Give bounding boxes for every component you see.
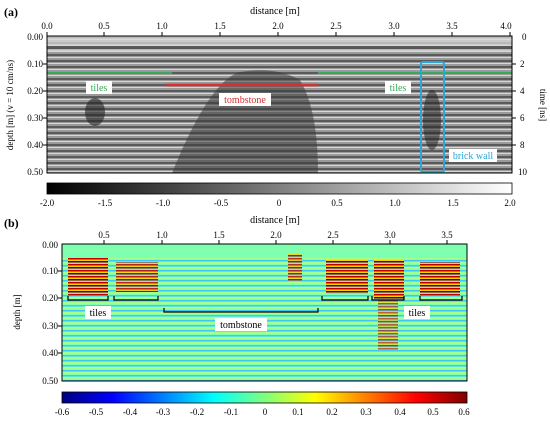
panel-a-left-tick: 0.50 xyxy=(27,167,43,177)
panel-a-top-tick: 0.0 xyxy=(41,21,53,31)
panel-a-tiles-label-left: tiles xyxy=(91,83,108,94)
panel-b: (b) distance [m] tiles tombstone tiles xyxy=(4,215,470,417)
panel-b-tile-reflection xyxy=(326,260,368,294)
panel-b-top-tick: 2.5 xyxy=(327,230,339,240)
panel-b-left-tick: 0.50 xyxy=(42,376,58,386)
panel-a-right-tick: 10 xyxy=(518,167,528,177)
panel-b-colorbar-tick: 0.1 xyxy=(292,407,303,417)
panel-b-tile-reflection xyxy=(374,260,404,300)
panel-a-tombstone-reflection xyxy=(172,70,318,173)
panel-a-top-tick: 3.0 xyxy=(388,21,400,31)
panel-b-left-tick: 0.30 xyxy=(42,321,58,331)
panel-b-left-tick: 0.40 xyxy=(42,348,58,358)
panel-b-top-tick: 0.5 xyxy=(98,230,110,240)
panel-b-colorbar xyxy=(61,391,468,404)
panel-a-colorbar-tick: -0.5 xyxy=(214,198,229,208)
panel-a-top-axis-title: distance [m] xyxy=(250,6,300,17)
panel-a-right-tick: 0 xyxy=(522,32,527,42)
panel-a-top-tick: 4.0 xyxy=(500,21,512,31)
panel-b-colorbar-ticks: -0.6 -0.5 -0.4 -0.3 -0.2 -0.1 0 0.1 0.2 … xyxy=(55,407,470,417)
panel-a-colorbar-tick: 0.5 xyxy=(331,198,343,208)
panel-a-colorbar-tick: 1.5 xyxy=(447,198,459,208)
panel-a-tile-hyperbola xyxy=(85,98,105,126)
panel-a-colorbar-tick: -1.0 xyxy=(156,198,171,208)
panel-a-surface-band xyxy=(47,36,512,52)
panel-b-colorbar-tick: -0.1 xyxy=(224,407,238,417)
panel-a-right-axis-title: time [ns] xyxy=(538,89,548,121)
panel-b-top-tick: 1.0 xyxy=(156,230,168,240)
panel-a-colorbar xyxy=(46,182,513,195)
panel-a-tombstone-label: tombstone xyxy=(224,95,266,106)
panel-b-label: (b) xyxy=(4,216,19,230)
panel-b-tile-reflection xyxy=(420,262,460,296)
panel-a-brick-wall-label: brick wall xyxy=(453,151,493,162)
panel-b-tiles-label-right: tiles xyxy=(409,308,426,319)
panel-a-left-tick: 0.00 xyxy=(27,32,43,42)
panel-b-top-axis-title: distance [m] xyxy=(250,215,300,226)
panel-a-top-tick: 1.5 xyxy=(214,21,226,31)
panel-b-brackets xyxy=(67,296,463,313)
panel-b-top-tick: 3.0 xyxy=(384,230,396,240)
panel-b-colorbar-tick: -0.3 xyxy=(156,407,171,417)
panel-a-colorbar-tick: 2.0 xyxy=(504,198,516,208)
panel-b-tile-reflection xyxy=(68,258,108,296)
panel-b-colorbar-tick: 0.4 xyxy=(394,407,406,417)
panel-a-top-tick: 1.0 xyxy=(156,21,168,31)
panel-b-colorbar-tick: -0.6 xyxy=(55,407,70,417)
panel-b-colorbar-tick: 0.2 xyxy=(326,407,337,417)
panel-a-left-axis-title: depth [m] (v = 10 cm/ns) xyxy=(5,60,15,150)
panel-a: (a) distance [m] tiles tombstone tiles b… xyxy=(4,5,548,208)
panel-a-frame xyxy=(46,35,513,174)
panel-a-left-ticks: 0.00 0.10 0.20 0.30 0.40 0.50 xyxy=(27,32,47,177)
panel-b-tiles-label-left: tiles xyxy=(90,308,107,319)
panel-a-top-tick: 2.0 xyxy=(272,21,284,31)
panel-a-left-tick: 0.20 xyxy=(27,86,43,96)
panel-a-left-tick: 0.10 xyxy=(27,59,43,69)
panel-a-right-tick: 8 xyxy=(520,140,525,150)
panel-a-right-tick: 4 xyxy=(520,86,525,96)
panel-a-right-tick: 2 xyxy=(520,59,525,69)
panel-b-left-tick: 0.20 xyxy=(42,293,58,303)
panel-a-right-tick: 6 xyxy=(520,113,525,123)
panel-b-left-ticks: 0.00 0.10 0.20 0.30 0.40 0.50 xyxy=(42,240,62,386)
panel-b-colorbar-tick: 0.6 xyxy=(458,407,470,417)
panel-a-right-ticks: 0 2 4 6 8 10 xyxy=(512,32,528,177)
panel-a-colorbar-ticks: -2.0 -1.5 -1.0 -0.5 0 0.5 1.0 1.5 2.0 xyxy=(40,198,516,208)
panel-b-tombstone-label: tombstone xyxy=(220,320,262,331)
panel-b-frame xyxy=(61,243,468,382)
panel-b-colorbar-tick: -0.5 xyxy=(89,407,104,417)
panel-a-label: (a) xyxy=(4,5,18,19)
panel-b-left-tick: 0.00 xyxy=(42,240,58,250)
panel-a-left-tick: 0.30 xyxy=(27,113,43,123)
panel-a-colorbar-tick: -2.0 xyxy=(40,198,55,208)
panel-a-top-tick: 0.5 xyxy=(98,21,110,31)
panel-a-colorbar-tick: 1.0 xyxy=(389,198,401,208)
panel-b-left-axis-title: depth [m] xyxy=(12,294,22,329)
panel-b-top-tick: 2.0 xyxy=(270,230,282,240)
panel-b-colorbar-tick: 0.3 xyxy=(360,407,372,417)
panel-b-top-tick: 3.5 xyxy=(441,230,453,240)
panel-b-colorbar-tick: -0.4 xyxy=(123,407,138,417)
panel-a-tiles-label-right: tiles xyxy=(390,83,407,94)
panel-a-brick-wall-box xyxy=(420,61,445,173)
panel-b-colorbar-tick: 0.5 xyxy=(427,407,439,417)
panel-b-top-ticks: 0.5 1.0 1.5 2.0 2.5 3.0 3.5 xyxy=(98,230,453,244)
panel-a-brick-reflection xyxy=(423,90,441,150)
panel-b-tile-reflection xyxy=(116,262,158,292)
panel-a-top-tick: 3.5 xyxy=(446,21,458,31)
panel-a-top-ticks: 0.0 0.5 1.0 1.5 2.0 2.5 3.0 3.5 4.0 xyxy=(41,21,512,36)
panel-a-colorbar-tick: -1.5 xyxy=(98,198,113,208)
panel-b-left-tick: 0.10 xyxy=(42,266,58,276)
panel-a-top-tick: 2.5 xyxy=(330,21,342,31)
panel-a-colorbar-tick: 0 xyxy=(277,198,282,208)
panel-a-left-tick: 0.40 xyxy=(27,140,43,150)
panel-b-tombstone-reflection xyxy=(288,254,302,282)
panel-b-colorbar-tick: 0 xyxy=(263,407,268,417)
panel-b-colorbar-tick: -0.2 xyxy=(190,407,204,417)
panel-b-top-tick: 1.5 xyxy=(213,230,225,240)
